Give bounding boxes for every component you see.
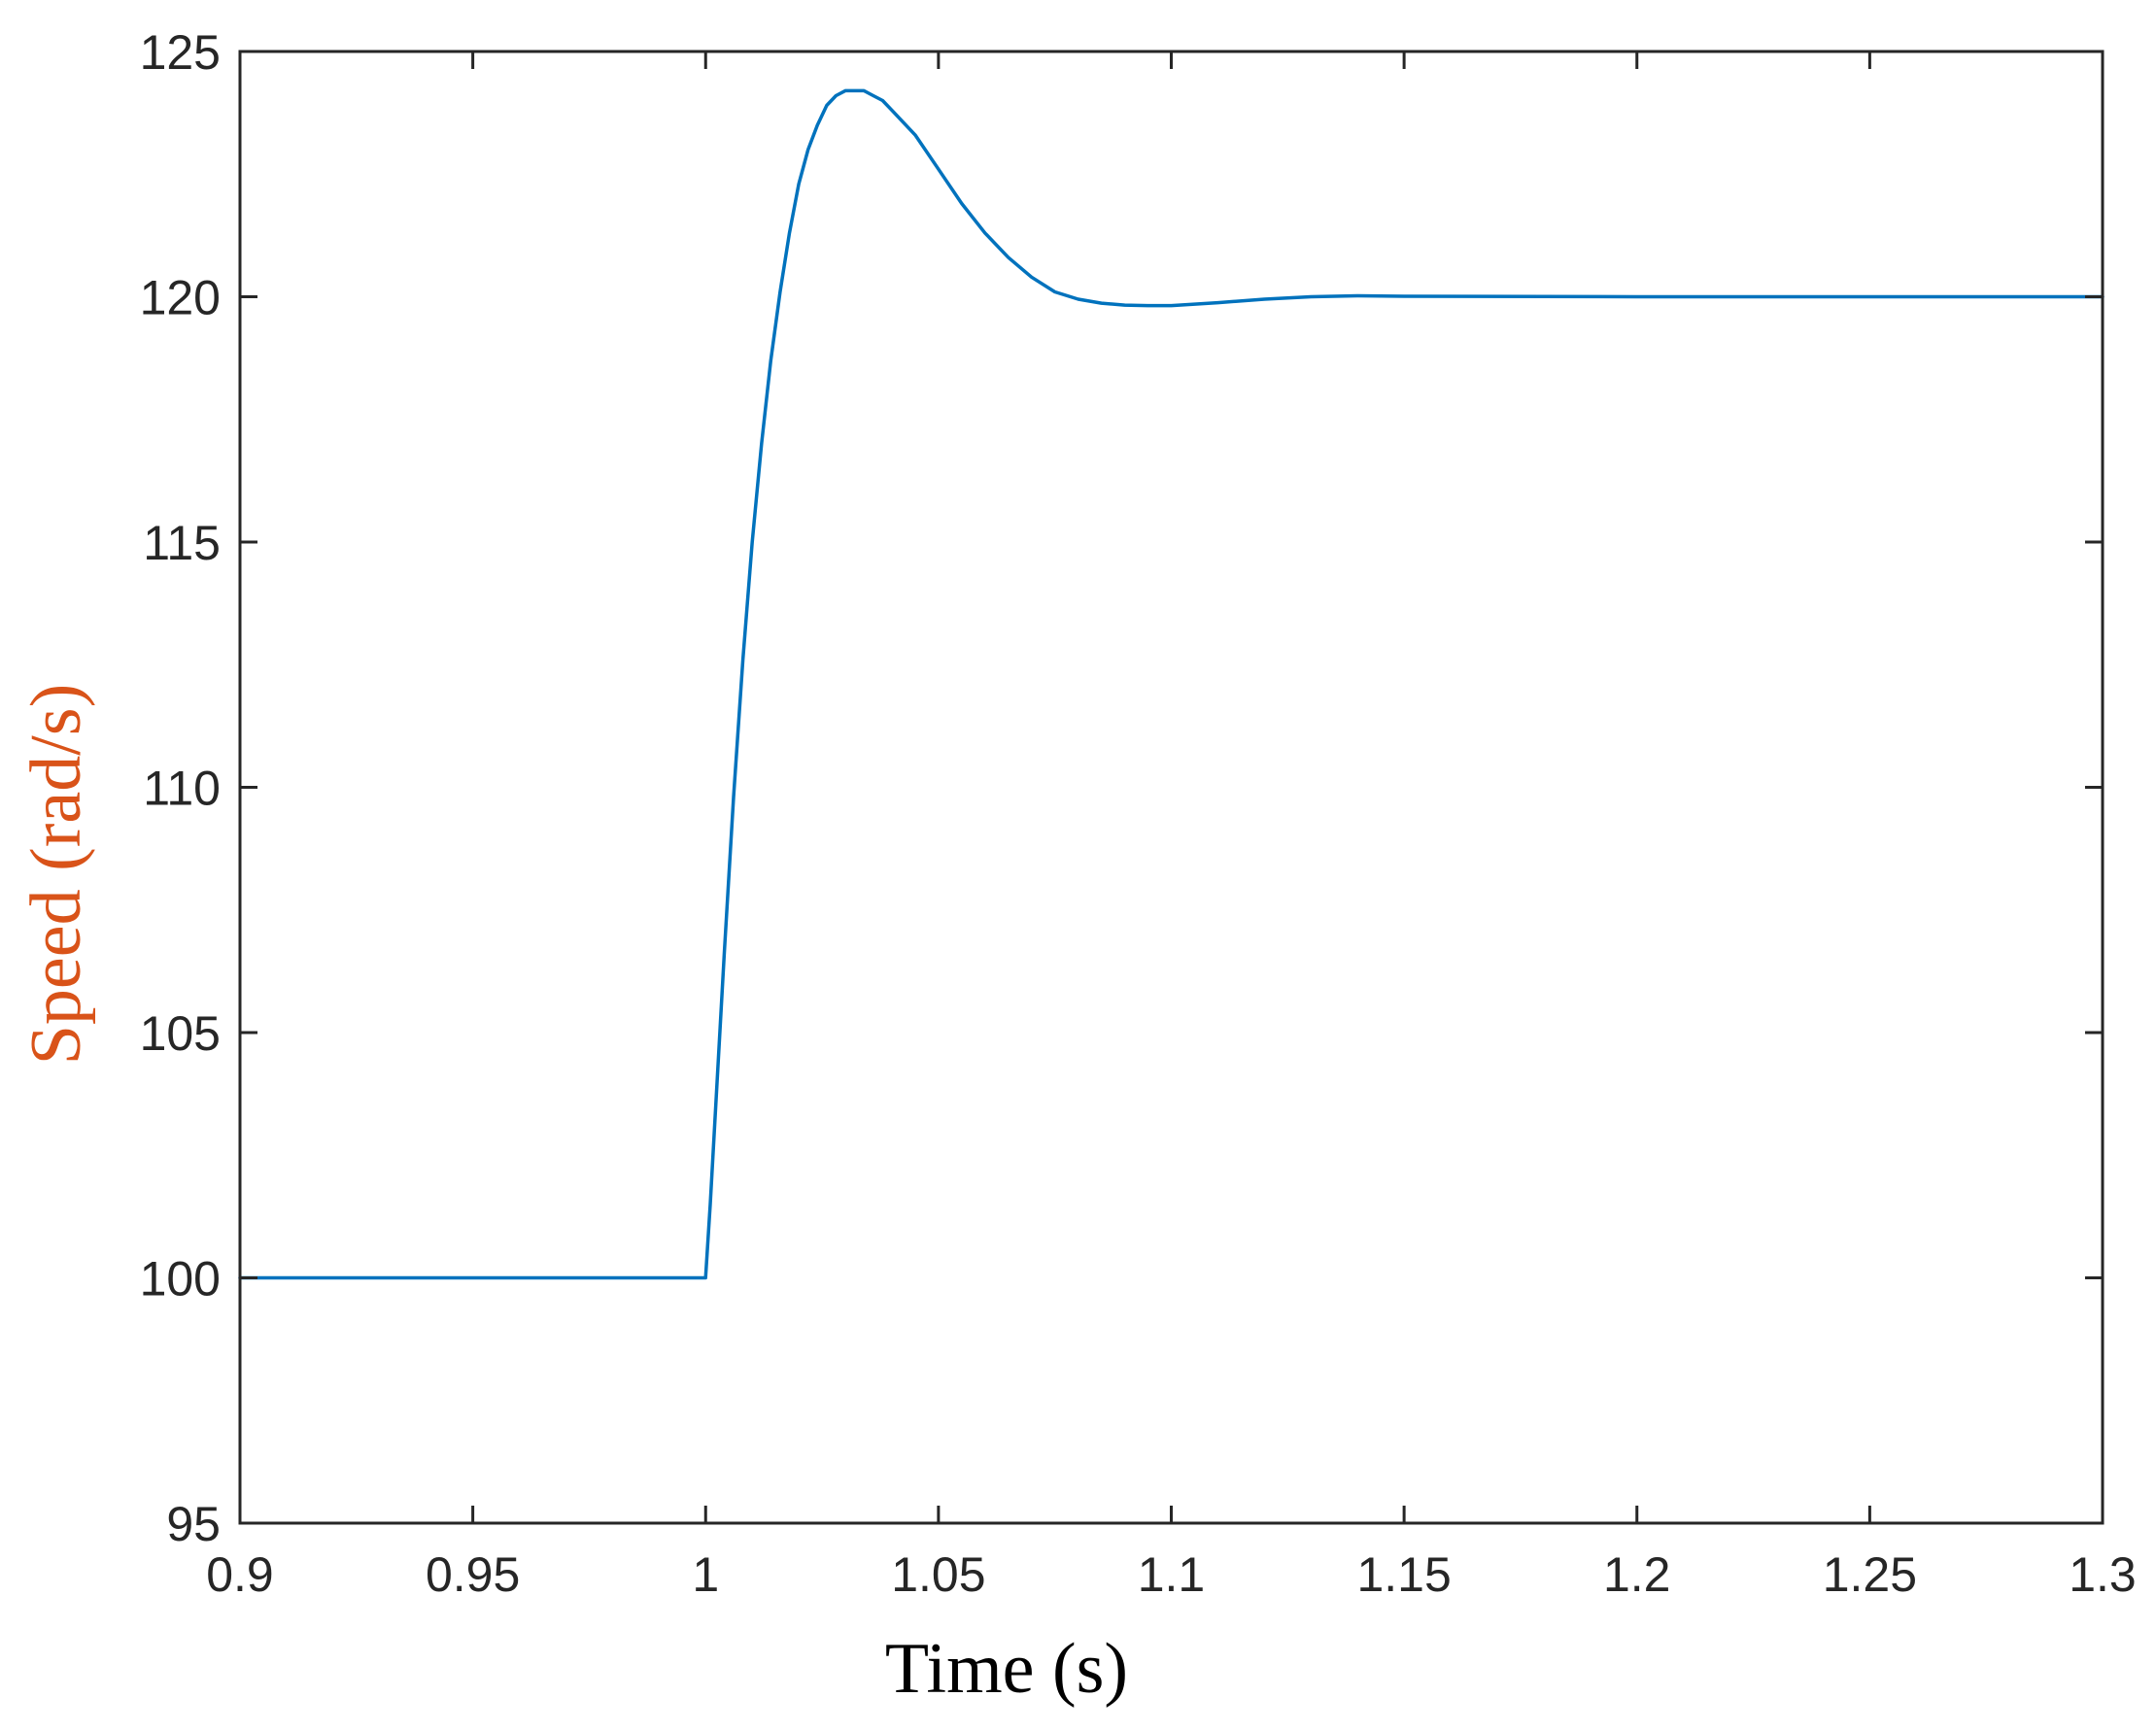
x-tick-label: 0.9 [206,1547,274,1602]
x-tick-label: 1.25 [1823,1547,1917,1602]
x-tick-label: 1.2 [1603,1547,1671,1602]
y-axis-title: Speed (rad/s) [17,684,96,1065]
y-tick-label: 120 [140,271,221,325]
y-tick-label: 115 [143,516,221,570]
series-line-0 [238,88,2105,1280]
y-axis-ticks: 95 100 105 110 115 120 125 [140,25,2103,1551]
y-tick-label: 100 [140,1252,221,1307]
x-tick-label: 1.05 [891,1547,985,1602]
marks-layer [238,88,2105,1280]
y-tick-label: 105 [140,1006,221,1061]
x-tick-label: 1 [692,1547,719,1602]
x-tick-label: 1.3 [2069,1547,2137,1602]
y-tick-label: 110 [143,762,221,816]
plot-background [240,51,2103,1523]
y-tick-label: 95 [166,1497,221,1551]
x-tick-label: 1.1 [1138,1547,1206,1602]
x-axis-ticks: 0.9 0.95 1 1.05 1.1 1.15 1.2 1.25 1.3 [206,51,2137,1602]
x-tick-label: 1.15 [1356,1547,1451,1602]
x-axis-title: Time (s) [885,1629,1128,1709]
y-tick-label: 125 [140,25,221,80]
x-tick-label: 0.95 [426,1547,520,1602]
